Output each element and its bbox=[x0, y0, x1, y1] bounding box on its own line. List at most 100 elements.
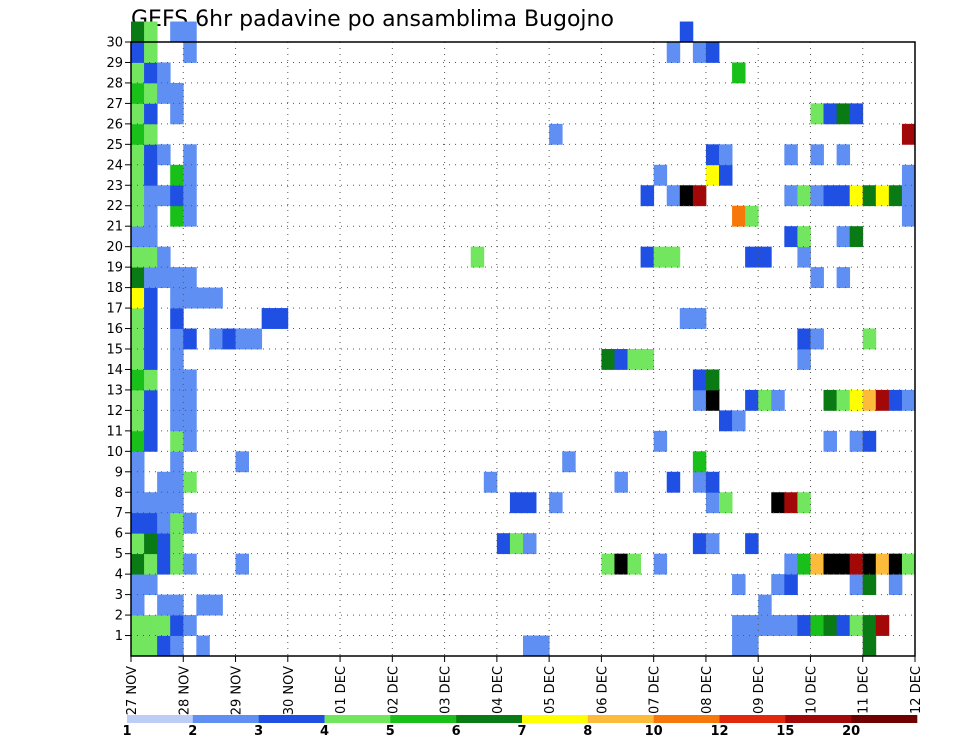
colorbar-swatch bbox=[719, 715, 786, 723]
heatmap-cell bbox=[131, 471, 145, 493]
heatmap-cell bbox=[157, 82, 171, 104]
y-tick-label: 12 bbox=[106, 404, 123, 419]
heatmap-cell bbox=[235, 451, 249, 473]
heatmap-cell bbox=[144, 21, 158, 43]
heatmap-cell bbox=[170, 471, 184, 493]
heatmap-cell bbox=[183, 389, 197, 411]
grid-lines bbox=[131, 41, 915, 656]
x-tick-label: 02 DEC bbox=[386, 666, 401, 714]
heatmap-cell bbox=[170, 205, 184, 227]
heatmap-cell bbox=[705, 42, 720, 63]
heatmap-cell bbox=[157, 615, 171, 636]
heatmap-cell bbox=[836, 389, 851, 411]
heatmap-cell bbox=[562, 451, 576, 473]
heatmap-cell bbox=[144, 492, 158, 514]
heatmap-cell bbox=[797, 226, 811, 248]
heatmap-cell bbox=[131, 82, 145, 104]
heatmap-cell bbox=[692, 451, 707, 473]
y-tick-label: 27 bbox=[106, 97, 123, 112]
heatmap-cell bbox=[719, 164, 733, 186]
heatmap-cell bbox=[771, 492, 785, 514]
y-tick-label: 3 bbox=[115, 588, 123, 603]
y-tick-label: 11 bbox=[106, 424, 123, 439]
heatmap-cell bbox=[640, 246, 655, 268]
heatmap-cell bbox=[549, 492, 563, 514]
heatmap-cell bbox=[679, 185, 694, 207]
heatmap-cell bbox=[131, 533, 145, 555]
heatmap-cell bbox=[157, 553, 171, 575]
heatmap-cell bbox=[705, 144, 720, 166]
y-tick-label: 20 bbox=[106, 240, 123, 255]
heatmap-cell bbox=[157, 594, 171, 616]
heatmap-cell bbox=[784, 185, 798, 207]
heatmap-cell bbox=[183, 205, 197, 227]
heatmap-cell bbox=[823, 185, 837, 207]
heatmap-cell bbox=[888, 185, 903, 207]
heatmap-cell bbox=[758, 615, 772, 636]
heatmap-cell bbox=[144, 389, 158, 411]
heatmap-cell bbox=[849, 389, 864, 411]
heatmap-cell bbox=[862, 615, 877, 636]
heatmap-cell bbox=[627, 553, 641, 575]
heatmap-cell bbox=[131, 492, 145, 514]
colorbar-swatch bbox=[390, 715, 457, 723]
heatmap-cell bbox=[170, 287, 184, 309]
heatmap-cell bbox=[196, 594, 210, 616]
heatmap-cell bbox=[509, 492, 524, 514]
heatmap-cell bbox=[732, 635, 746, 657]
heatmap-cell bbox=[523, 533, 537, 555]
heatmap-cell bbox=[144, 369, 158, 391]
heatmap-cell bbox=[679, 21, 694, 43]
heatmap-cell bbox=[771, 615, 785, 636]
heatmap-cell bbox=[131, 512, 145, 534]
colorbar-tick-label: 10 bbox=[645, 724, 663, 739]
heatmap-cell bbox=[183, 164, 197, 186]
heatmap-cell bbox=[705, 389, 720, 411]
heatmap-cell bbox=[170, 635, 184, 657]
heatmap-cell bbox=[183, 410, 197, 432]
heatmap-cell bbox=[705, 164, 720, 186]
heatmap-cell bbox=[705, 533, 720, 555]
heatmap-cell bbox=[719, 144, 733, 166]
x-tick-label: 04 DEC bbox=[491, 666, 506, 714]
heatmap-cell bbox=[771, 574, 785, 595]
heatmap-cell bbox=[836, 144, 851, 166]
heatmap-cell bbox=[157, 471, 171, 493]
colorbar-tick-label: 20 bbox=[842, 724, 860, 739]
heatmap-cell bbox=[745, 635, 759, 657]
heatmap-cell bbox=[144, 430, 158, 452]
y-tick-label: 28 bbox=[106, 76, 123, 91]
x-axis-ticks: 27 NOV 28 NOV 29 NOV 30 NOV 01 DEC 02 DEC 03 D… bbox=[125, 656, 924, 715]
heatmap-cell bbox=[810, 553, 824, 575]
x-tick-label: 11 DEC bbox=[857, 666, 872, 714]
heatmap-cell bbox=[614, 471, 628, 493]
heatmap-cell bbox=[719, 410, 733, 432]
colorbar-tick-label: 6 bbox=[452, 724, 461, 739]
x-tick-label: 12 DEC bbox=[909, 666, 924, 714]
heatmap-cell bbox=[157, 635, 171, 657]
heatmap-cell bbox=[797, 492, 811, 514]
colorbar-tick-label: 5 bbox=[386, 724, 395, 739]
heatmap-cell bbox=[888, 553, 903, 575]
colorbar-swatch bbox=[192, 715, 259, 723]
x-tick-label: 09 DEC bbox=[752, 666, 767, 714]
heatmap-cell bbox=[849, 185, 864, 207]
heatmap-cell bbox=[849, 574, 864, 595]
heatmap-cell bbox=[705, 369, 720, 391]
heatmap-cell bbox=[745, 615, 759, 636]
heatmap-cell bbox=[131, 451, 145, 473]
heatmap-cell bbox=[810, 144, 824, 166]
heatmap-cell bbox=[745, 246, 759, 268]
y-tick-label: 5 bbox=[115, 547, 123, 562]
heatmap-cell bbox=[901, 389, 916, 411]
heatmap-cell bbox=[523, 492, 537, 514]
heatmap-cell bbox=[732, 615, 746, 636]
y-tick-label: 19 bbox=[106, 261, 123, 276]
heatmap-cell bbox=[144, 267, 158, 288]
heatmap-cell bbox=[131, 369, 145, 391]
heatmap-cell bbox=[131, 246, 145, 268]
heatmap-cell bbox=[170, 615, 184, 636]
heatmap-cell bbox=[679, 308, 694, 329]
heatmap-cell bbox=[131, 226, 145, 248]
heatmap-cell bbox=[810, 185, 824, 207]
